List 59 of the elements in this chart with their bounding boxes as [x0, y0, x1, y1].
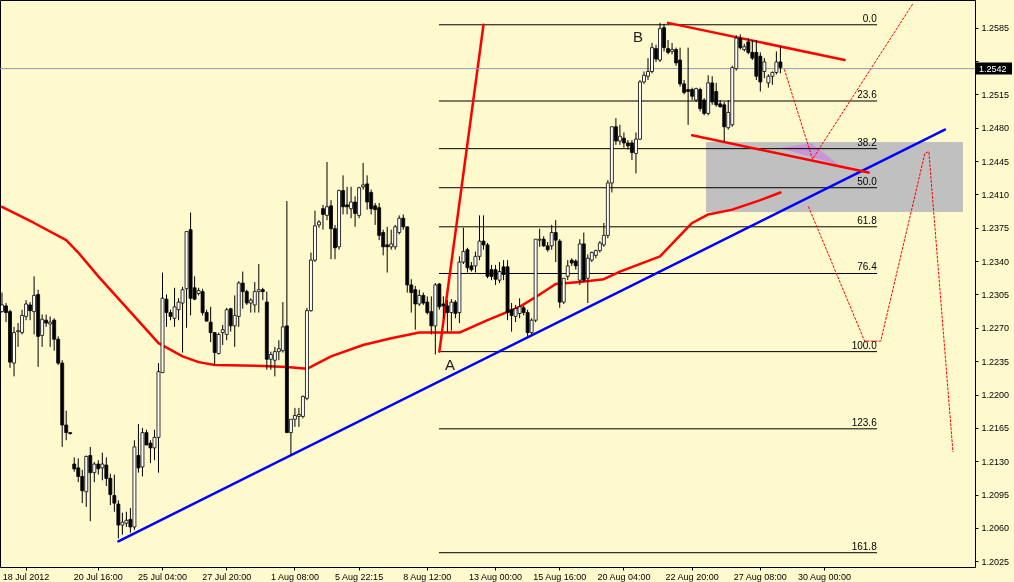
series-label: 38.2 — [857, 136, 878, 148]
candlestick — [517, 297, 522, 319]
x-tick-label: 30 Aug 00:00 — [798, 571, 852, 582]
x-tick-label: 15 Aug 16:00 — [533, 571, 587, 582]
candlestick — [48, 315, 53, 348]
y-tick-label: 1.2130 — [981, 456, 1010, 467]
candlestick — [88, 446, 93, 522]
y-tick-label: 1.2165 — [981, 423, 1010, 434]
y-tick-label: 1.2410 — [981, 189, 1010, 200]
candlestick — [32, 275, 36, 335]
candlestick — [349, 186, 353, 219]
x-tick-label: 18 Jul 2012 — [2, 571, 50, 582]
annotation: A — [444, 356, 456, 373]
series-label: 0.0 — [862, 12, 878, 24]
candlestick — [256, 263, 261, 314]
candlestick — [345, 186, 349, 215]
candlestick — [445, 299, 450, 334]
annotation: B — [632, 28, 644, 45]
y-tick-label: 1.2305 — [981, 289, 1010, 300]
x-tick-label: 1 Aug 08:00 — [270, 571, 319, 582]
candlestick — [449, 298, 454, 332]
y-tick-label: 1.2375 — [981, 223, 1010, 234]
line-series — [807, 151, 954, 453]
y-tick-label: 1.2480 — [981, 123, 1010, 134]
y-tick-label: 1.2515 — [981, 89, 1010, 100]
candlestick — [754, 39, 759, 81]
candlestick — [321, 204, 325, 231]
y-tick-label: 1.2445 — [981, 156, 1010, 167]
x-tick-label: 27 Aug 08:00 — [733, 571, 787, 582]
series-label: 50.0 — [857, 175, 878, 187]
candlestick — [778, 46, 783, 74]
series-label: 76.4 — [857, 261, 878, 273]
y-tick-label: 1.2270 — [981, 323, 1010, 334]
x-tick-label: 25 Jul 04:00 — [137, 571, 188, 582]
x-tick-label: 20 Jul 16:00 — [73, 571, 123, 582]
y-tick-label: 1.2025 — [981, 556, 1010, 567]
y-tick-label: 1.2340 — [981, 256, 1010, 267]
ref-line-label: 1.2542 — [979, 63, 1007, 74]
x-tick-label: 20 Aug 04:00 — [597, 571, 651, 582]
series-label: 61.8 — [857, 214, 878, 226]
y-tick-label: 1.2235 — [981, 356, 1010, 367]
candlestick — [497, 261, 502, 284]
x-tick-label: 13 Aug 00:00 — [468, 571, 523, 582]
y-tick-label: 1.2200 — [981, 390, 1010, 401]
x-tick-label: 5 Aug 22:15 — [335, 571, 384, 582]
x-tick-label: 22 Aug 20:00 — [665, 571, 719, 582]
series-label: 23.6 — [857, 89, 878, 101]
candlestick — [100, 452, 105, 481]
candlestick — [618, 124, 622, 146]
series-label: 123.6 — [851, 416, 878, 428]
y-tick-label: 1.2585 — [981, 23, 1010, 34]
candlestick — [525, 309, 530, 337]
x-tick-label: 27 Jul 20:00 — [202, 571, 252, 582]
y-tick-label: 1.2060 — [981, 523, 1010, 534]
series-label: 100.0 — [851, 339, 878, 351]
x-tick-label: 8 Aug 12:00 — [403, 571, 452, 582]
candlestick — [385, 226, 390, 274]
series-label: 161.8 — [851, 540, 878, 552]
y-tick-label: 1.2095 — [981, 490, 1010, 501]
